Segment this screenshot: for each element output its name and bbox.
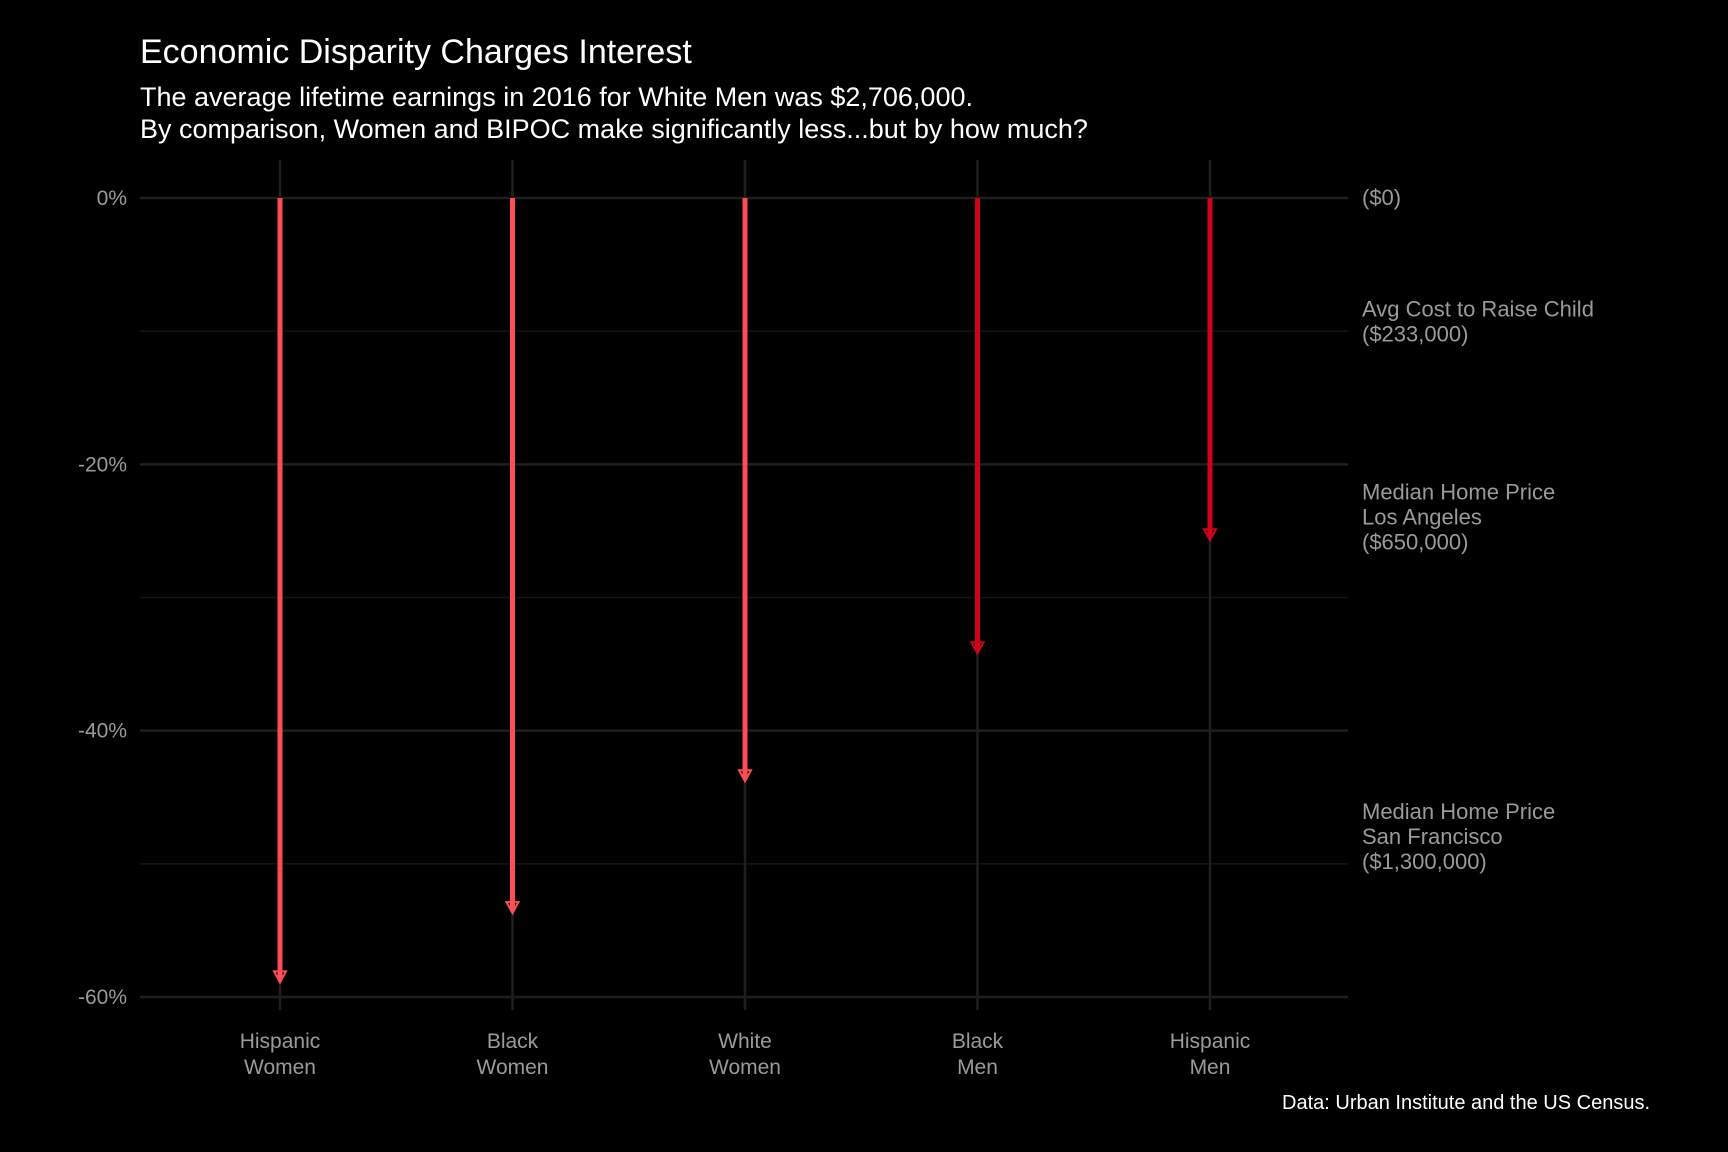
chart-caption: Data: Urban Institute and the US Census. bbox=[1282, 1092, 1650, 1114]
arrow-head bbox=[272, 970, 288, 985]
x-tick-label: Black Women bbox=[477, 1030, 549, 1079]
y-tick-label: -20% bbox=[78, 453, 127, 476]
x-tick-label: Hispanic Men bbox=[1170, 1030, 1251, 1079]
arrow-head bbox=[969, 641, 986, 656]
chart-subtitle-line-2: By comparison, Women and BIPOC make sign… bbox=[140, 114, 1088, 144]
y-tick-label: 0% bbox=[97, 187, 127, 210]
arrow-head bbox=[1202, 528, 1218, 543]
reference-label: ($0) bbox=[1362, 185, 1401, 210]
arrow-mark bbox=[272, 198, 288, 985]
reference-labels: ($0) Avg Cost to Raise Child ($233,000) Med… bbox=[1362, 185, 1594, 874]
arrow-mark bbox=[969, 198, 986, 656]
x-tick-label: Hispanic Women bbox=[240, 1030, 321, 1079]
y-tick-label: -40% bbox=[78, 720, 127, 743]
arrow-head bbox=[737, 769, 753, 784]
y-axis-tick-labels: 0% -20% -40% -60% bbox=[78, 187, 127, 1009]
reference-label: Median Home Price San Francisco ($1,300,00… bbox=[1362, 799, 1555, 874]
arrow-series bbox=[272, 198, 1218, 985]
x-axis-tick-labels: Hispanic Women Black Women White Women Black Me… bbox=[240, 1030, 1251, 1079]
arrow-mark bbox=[737, 198, 753, 784]
chart-subtitle-line-1: The average lifetime earnings in 2016 fo… bbox=[140, 82, 973, 112]
arrow-mark bbox=[1202, 198, 1218, 543]
x-tick-label: White Women bbox=[709, 1030, 781, 1079]
arrow-head bbox=[504, 901, 521, 916]
reference-label: Avg Cost to Raise Child ($233,000) bbox=[1362, 296, 1594, 346]
chart-title: Economic Disparity Charges Interest bbox=[140, 33, 692, 71]
reference-label: Median Home Price Los Angeles ($650,000) bbox=[1362, 480, 1555, 555]
x-tick-label: Black Men bbox=[952, 1030, 1004, 1079]
y-tick-label: -60% bbox=[78, 986, 127, 1009]
arrow-mark bbox=[504, 198, 521, 916]
